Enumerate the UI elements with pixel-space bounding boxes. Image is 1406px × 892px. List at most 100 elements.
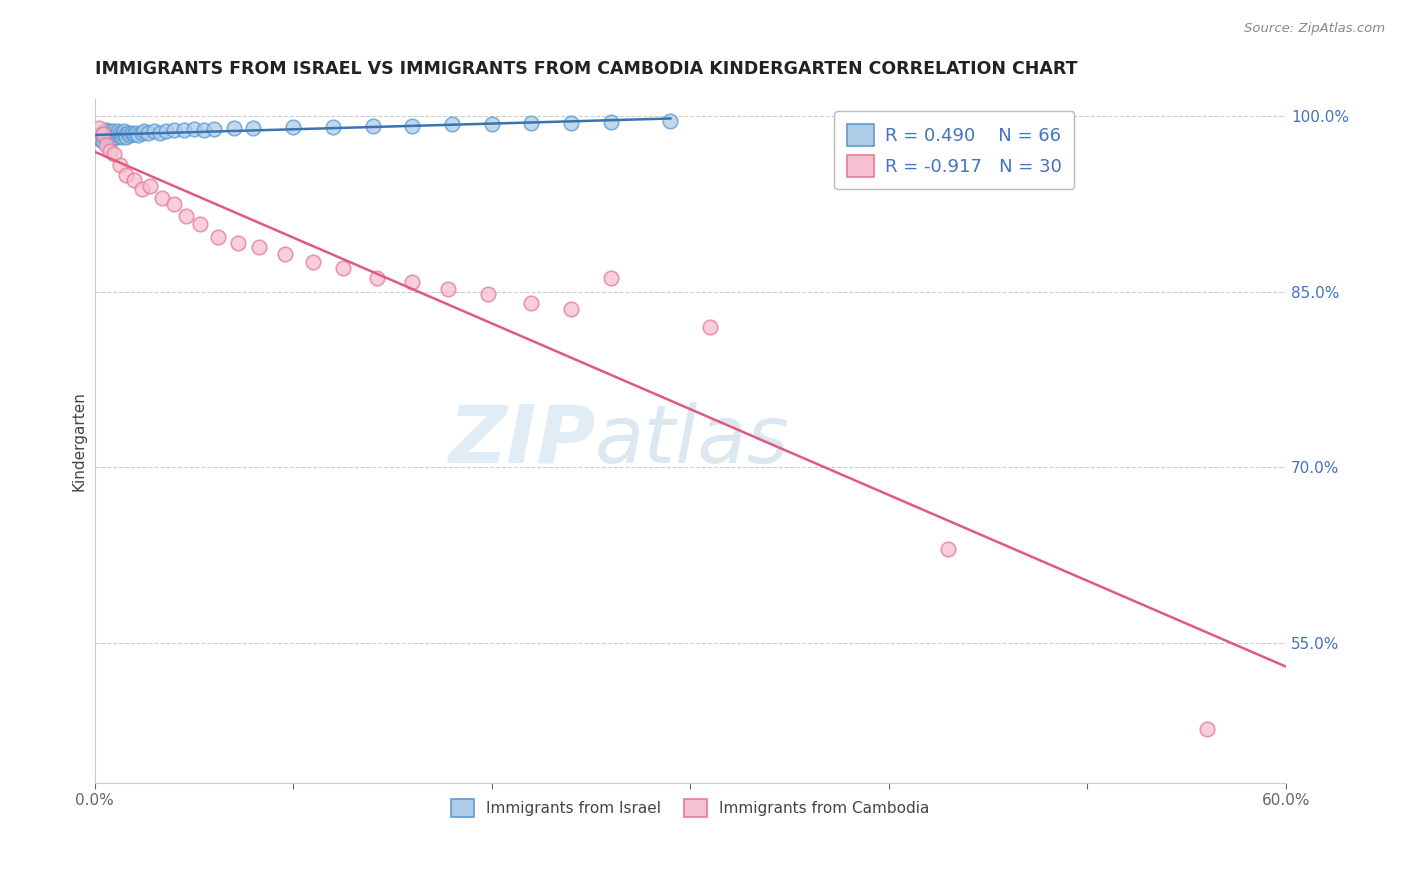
Point [112, 128, 135, 142]
Point [599, 115, 621, 129]
Point [111, 127, 134, 141]
Text: IMMIGRANTS FROM ISRAEL VS IMMIGRANTS FROM CAMBODIA KINDERGARTEN CORRELATION CHAR: IMMIGRANTS FROM ISRAEL VS IMMIGRANTS FRO… [94, 60, 1077, 78]
Point [107, 124, 129, 138]
Point [139, 179, 162, 194]
Point [274, 247, 297, 261]
Point [361, 119, 384, 133]
Point [401, 119, 423, 133]
Point [91, 126, 114, 140]
Point [115, 130, 138, 145]
Point [87, 120, 110, 135]
Point [659, 113, 682, 128]
Point [115, 127, 138, 141]
Point [105, 127, 128, 141]
Point [134, 124, 156, 138]
Point [91, 127, 114, 141]
Point [110, 129, 132, 144]
Point [86, 130, 108, 145]
Point [103, 131, 125, 145]
Point [440, 117, 463, 131]
Text: atlas: atlas [595, 401, 790, 480]
Point [105, 130, 128, 145]
Point [322, 120, 344, 134]
Point [90, 132, 112, 146]
Point [131, 182, 153, 196]
Point [96, 130, 118, 145]
Point [97, 126, 120, 140]
Point [163, 123, 186, 137]
Point [87, 131, 110, 145]
Point [188, 217, 211, 231]
Point [100, 145, 122, 159]
Point [110, 126, 132, 140]
Point [100, 124, 122, 138]
Point [599, 270, 621, 285]
Point [93, 128, 115, 142]
Point [150, 191, 173, 205]
Point [143, 124, 166, 138]
Point [226, 235, 249, 250]
Point [302, 255, 325, 269]
Point [242, 120, 264, 135]
Point [207, 229, 229, 244]
Point [97, 134, 120, 148]
Point [183, 122, 205, 136]
Point [96, 127, 118, 141]
Point [560, 302, 582, 317]
Point [127, 128, 149, 142]
Point [91, 134, 114, 148]
Point [96, 123, 118, 137]
Point [520, 116, 543, 130]
Point [437, 282, 460, 296]
Text: ZIP: ZIP [447, 401, 595, 480]
Point [247, 240, 270, 254]
Point [91, 129, 114, 144]
Point [520, 296, 543, 310]
Point [222, 120, 245, 135]
Point [281, 120, 304, 134]
Point [163, 197, 186, 211]
Point [125, 126, 148, 140]
Point [173, 123, 195, 137]
Point [938, 542, 960, 557]
Point [560, 116, 582, 130]
Point [124, 127, 146, 141]
Point [155, 124, 177, 138]
Point [115, 168, 138, 182]
Point [96, 138, 118, 153]
Point [103, 128, 125, 142]
Point [401, 275, 423, 289]
Point [90, 127, 112, 141]
Point [136, 126, 159, 140]
Point [103, 124, 125, 138]
Point [103, 146, 125, 161]
Point [107, 128, 129, 142]
Point [112, 124, 135, 138]
Point [93, 124, 115, 138]
Point [131, 126, 153, 140]
Point [93, 131, 115, 145]
Legend: Immigrants from Israel, Immigrants from Cambodia: Immigrants from Israel, Immigrants from … [444, 792, 935, 823]
Point [174, 209, 197, 223]
Point [101, 127, 124, 141]
Point [477, 287, 499, 301]
Point [193, 123, 215, 137]
Point [366, 270, 388, 285]
Point [117, 126, 139, 140]
Point [87, 128, 110, 142]
Point [100, 128, 122, 142]
Point [120, 128, 142, 142]
Point [100, 131, 122, 145]
Point [111, 130, 134, 145]
Point [124, 173, 146, 187]
Point [149, 126, 172, 140]
Point [121, 126, 143, 140]
Point [1195, 723, 1218, 737]
Y-axis label: Kindergarten: Kindergarten [72, 391, 86, 491]
Text: Source: ZipAtlas.com: Source: ZipAtlas.com [1244, 22, 1385, 36]
Point [202, 122, 225, 136]
Point [699, 319, 721, 334]
Point [481, 117, 503, 131]
Point [101, 130, 124, 145]
Point [110, 158, 132, 172]
